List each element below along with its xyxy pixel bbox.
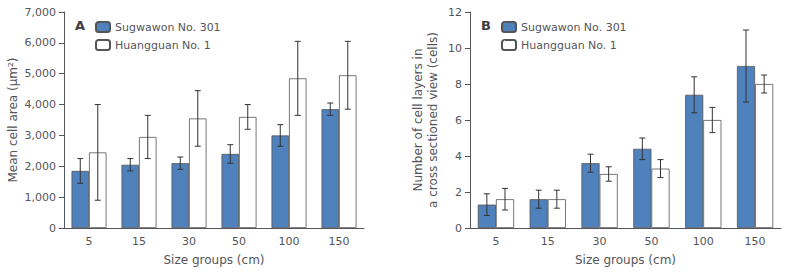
svg-text:Sugwawon No. 301: Sugwawon No. 301 [115, 21, 221, 34]
svg-text:30: 30 [182, 235, 196, 248]
svg-text:Mean cell area (μm²): Mean cell area (μm²) [6, 57, 20, 182]
svg-text:4: 4 [455, 150, 462, 163]
svg-text:Number of cell layers in: Number of cell layers in [411, 49, 425, 192]
svg-text:4,000: 4,000 [25, 98, 57, 111]
svg-text:6: 6 [455, 114, 462, 127]
svg-text:0: 0 [49, 222, 56, 235]
svg-text:5,000: 5,000 [25, 67, 57, 80]
svg-text:A: A [75, 18, 85, 33]
svg-text:3,000: 3,000 [25, 129, 57, 142]
svg-text:1,000: 1,000 [25, 191, 57, 204]
svg-text:Huangguan No. 1: Huangguan No. 1 [115, 39, 211, 52]
svg-text:12: 12 [448, 6, 462, 19]
svg-text:100: 100 [693, 235, 714, 248]
svg-text:10: 10 [448, 42, 462, 55]
svg-text:150: 150 [745, 235, 766, 248]
svg-text:6,000: 6,000 [25, 36, 57, 49]
svg-text:15: 15 [541, 235, 555, 248]
svg-text:2: 2 [455, 186, 462, 199]
svg-text:Sugwawon No. 301: Sugwawon No. 301 [521, 21, 627, 34]
svg-text:2,000: 2,000 [25, 160, 57, 173]
svg-text:7,000: 7,000 [25, 6, 57, 19]
svg-text:5: 5 [86, 235, 93, 248]
svg-text:50: 50 [644, 235, 658, 248]
svg-text:100: 100 [279, 235, 300, 248]
svg-text:30: 30 [593, 235, 607, 248]
svg-text:150: 150 [329, 235, 350, 248]
svg-text:8: 8 [455, 78, 462, 91]
svg-text:a cross sectioned view (cells): a cross sectioned view (cells) [426, 32, 440, 208]
svg-text:Huangguan No. 1: Huangguan No. 1 [521, 39, 617, 52]
svg-text:Size groups (cm): Size groups (cm) [575, 253, 676, 267]
svg-text:0: 0 [455, 222, 462, 235]
svg-text:B: B [481, 18, 491, 33]
svg-text:15: 15 [132, 235, 146, 248]
svg-text:Size groups (cm): Size groups (cm) [163, 253, 264, 267]
svg-text:50: 50 [232, 235, 246, 248]
svg-text:5: 5 [492, 235, 499, 248]
